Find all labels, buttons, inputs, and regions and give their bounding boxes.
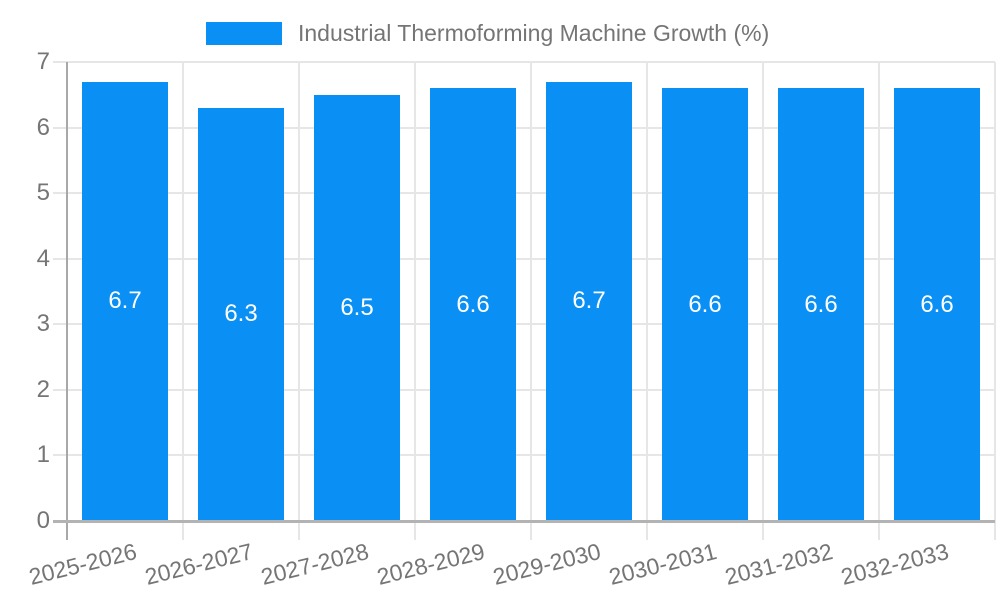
y-axis-tick-label: 3 — [36, 310, 50, 338]
bar-value-label: 6.6 — [456, 290, 490, 318]
x-axis-tick-label: 2027-2028 — [258, 538, 372, 590]
y-gridline — [53, 388, 995, 391]
x-axis-tick-label: 2030-2031 — [606, 538, 720, 590]
x-gridline — [994, 62, 996, 540]
x-axis-tick-label: 2028-2029 — [374, 538, 488, 590]
x-gridline — [182, 62, 184, 540]
bar[interactable]: 6.3 — [198, 107, 284, 521]
y-axis-tick-label: 0 — [36, 507, 50, 534]
legend: Industrial Thermoforming Machine Growth … — [206, 20, 769, 47]
y-gridline — [53, 192, 995, 195]
bar-value-label: 6.7 — [572, 287, 606, 315]
bar[interactable]: 6.5 — [314, 94, 400, 521]
x-gridline — [878, 62, 880, 540]
x-axis-tick-label: 2025-2026 — [26, 538, 140, 590]
y-gridline — [53, 257, 995, 260]
bar[interactable]: 6.6 — [430, 88, 516, 521]
x-gridline — [298, 62, 300, 540]
y-gridline — [53, 323, 995, 326]
y-axis-line — [66, 62, 68, 540]
bar-value-label: 6.6 — [804, 290, 838, 318]
x-axis-tick-label: 2029-2030 — [490, 538, 604, 590]
bar-value-label: 6.6 — [688, 290, 722, 318]
bar-value-label: 6.7 — [108, 287, 142, 315]
x-axis-tick-label: 2026-2027 — [142, 538, 256, 590]
bar[interactable]: 6.6 — [662, 88, 748, 521]
bar[interactable]: 6.6 — [778, 88, 864, 521]
x-gridline — [646, 62, 648, 540]
legend-label: Industrial Thermoforming Machine Growth … — [298, 20, 770, 46]
legend-swatch-icon — [206, 22, 282, 45]
x-gridline — [762, 62, 764, 540]
x-axis-tick-label: 2031-2032 — [722, 538, 836, 590]
x-axis-baseline — [53, 520, 995, 523]
y-axis-tick-label: 2 — [36, 375, 50, 403]
y-gridline — [53, 61, 995, 63]
x-axis-tick-label: 2032-2033 — [838, 538, 952, 590]
bar[interactable]: 6.7 — [82, 81, 168, 521]
y-axis-tick-label: 7 — [36, 48, 50, 75]
y-axis-tick-label: 1 — [36, 441, 50, 469]
y-gridline — [53, 454, 995, 457]
bar-value-label: 6.5 — [340, 293, 374, 321]
y-gridline — [53, 126, 995, 129]
bar[interactable]: 6.6 — [894, 88, 980, 521]
y-axis-tick-label: 4 — [36, 244, 50, 272]
bar[interactable]: 6.7 — [546, 81, 632, 521]
y-axis-tick-label: 6 — [36, 113, 50, 141]
y-axis-tick-label: 5 — [36, 179, 50, 207]
x-gridline — [414, 62, 416, 540]
bar-value-label: 6.3 — [224, 300, 258, 328]
bar-value-label: 6.6 — [920, 290, 954, 318]
x-gridline — [530, 62, 532, 540]
